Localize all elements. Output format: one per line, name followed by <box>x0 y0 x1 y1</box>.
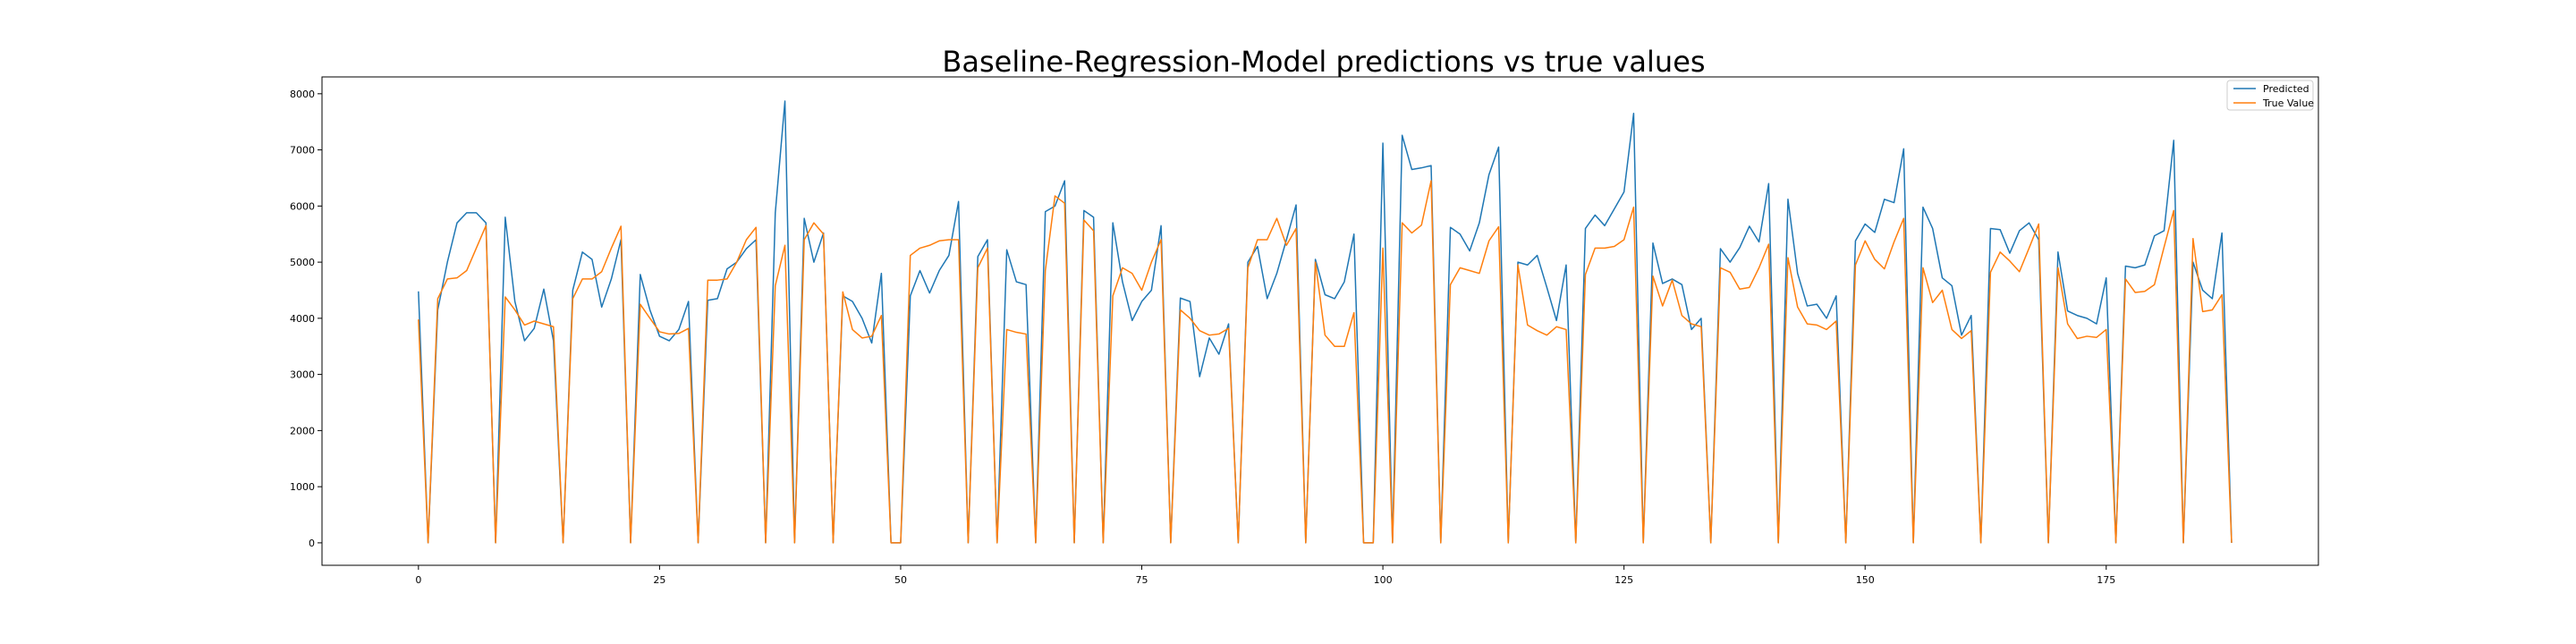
x-tick-label: 150 <box>1856 574 1875 586</box>
y-tick-label: 1000 <box>290 481 315 493</box>
y-tick-label: 3000 <box>290 369 315 381</box>
series-layer <box>418 100 2233 544</box>
x-tick-label: 100 <box>1374 574 1393 586</box>
x-tick-label: 175 <box>2097 574 2115 586</box>
legend-label-predicted: Predicted <box>2263 83 2309 95</box>
plot-area <box>321 76 2319 566</box>
y-tick-label: 2000 <box>290 425 315 436</box>
legend: Predicted True Value <box>2226 80 2314 111</box>
y-tick-label: 5000 <box>290 257 315 268</box>
x-tick-label: 75 <box>1136 574 1148 586</box>
y-tick-label: 6000 <box>290 200 315 212</box>
y-axis: 0 1000 2000 3000 4000 5000 6000 7000 8000 <box>290 89 322 549</box>
y-tick-label: 8000 <box>290 89 315 100</box>
x-axis: 0 25 50 75 100 125 150 175 <box>415 565 2115 586</box>
x-tick-label: 0 <box>415 574 421 586</box>
y-tick-label: 4000 <box>290 313 315 325</box>
x-tick-label: 25 <box>653 574 665 586</box>
chart-title: Baseline-Regression-Model predictions vs… <box>942 45 1705 79</box>
series-line-predicted <box>418 100 2233 544</box>
y-tick-label: 7000 <box>290 145 315 157</box>
series-line-true-value <box>418 180 2233 544</box>
legend-label-true-value: True Value <box>2262 97 2314 109</box>
y-tick-label: 0 <box>309 538 315 549</box>
x-tick-label: 125 <box>1614 574 1633 586</box>
x-tick-label: 50 <box>894 574 907 586</box>
